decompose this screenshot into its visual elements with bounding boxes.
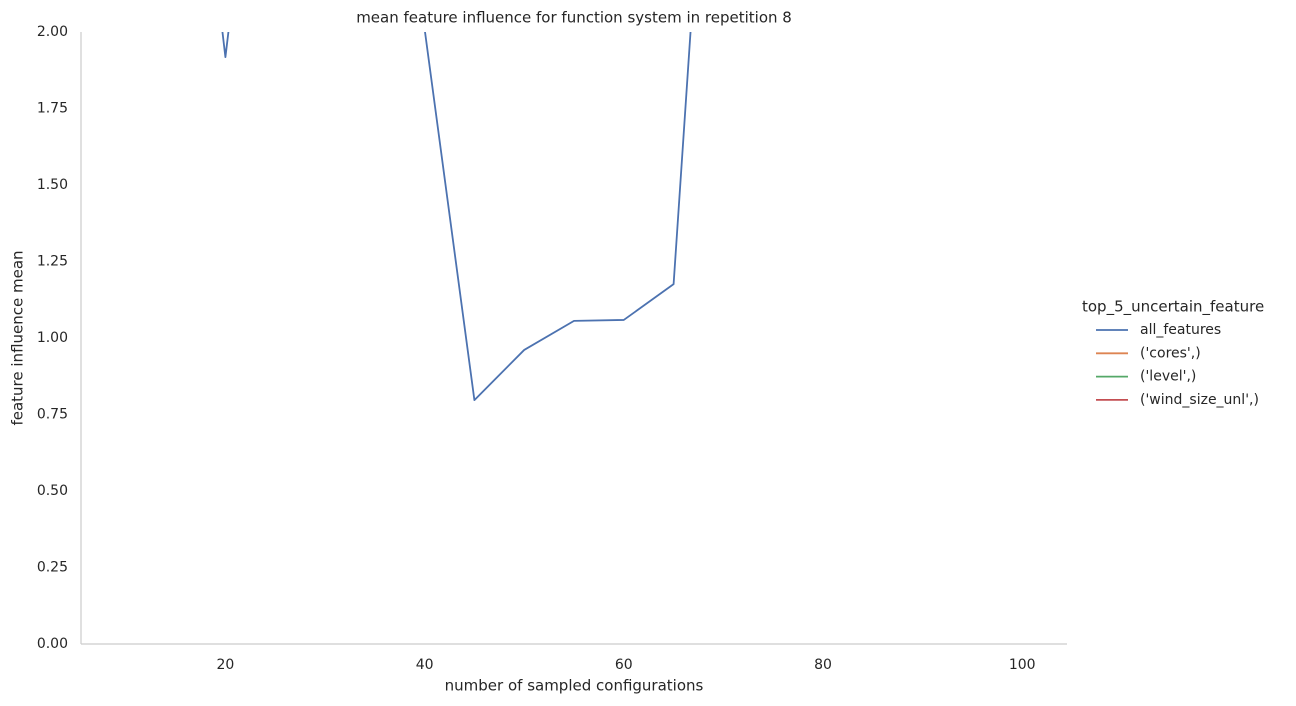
y-tick-label: 1.75	[37, 101, 68, 117]
x-tick-label: 60	[615, 657, 633, 673]
legend-label: ('cores',)	[1140, 345, 1201, 361]
legend-label: ('level',)	[1140, 369, 1196, 385]
plot-area	[221, 32, 692, 402]
y-tick-label: 1.50	[37, 177, 68, 193]
y-tick-label: 1.00	[37, 330, 68, 346]
y-tick-label: 0.25	[37, 560, 68, 576]
x-tick-label: 40	[416, 657, 434, 673]
data-line	[221, 32, 692, 402]
x-tick-label: 20	[217, 657, 235, 673]
legend-label: all_features	[1140, 322, 1221, 338]
legend-title: top_5_uncertain_feature	[1082, 298, 1264, 317]
y-tick-label: 0.50	[37, 483, 68, 499]
y-axis-label: feature influence mean	[9, 250, 27, 425]
x-axis-label: number of sampled configurations	[445, 677, 704, 695]
x-tick-label: 80	[814, 657, 832, 673]
y-tick-label: 2.00	[37, 24, 68, 40]
chart-title: mean feature influence for function syst…	[356, 9, 792, 27]
y-tick-label: 1.25	[37, 254, 68, 270]
x-tick-label: 100	[1009, 657, 1036, 673]
y-tick-label: 0.00	[37, 636, 68, 652]
y-tick-label: 0.75	[37, 407, 68, 423]
legend-label: ('wind_size_unl',)	[1140, 392, 1259, 408]
